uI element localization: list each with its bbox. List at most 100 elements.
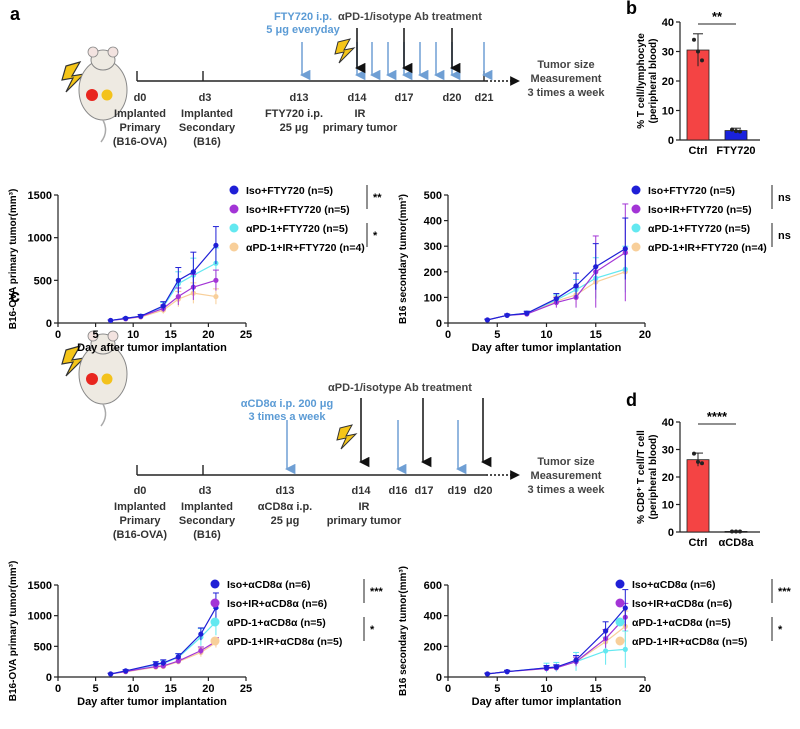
- data-point: [198, 648, 204, 654]
- desc-line: IR: [355, 108, 366, 120]
- x-tick-label: 15: [590, 683, 602, 695]
- desc-line: αCD8α i.p.: [258, 501, 312, 513]
- x-tick-label: αCD8a: [719, 537, 755, 549]
- data-point: [738, 529, 742, 534]
- significance-label: ns: [778, 192, 791, 204]
- y-tick-label: 0: [668, 527, 674, 539]
- y-tick-label: 1500: [28, 580, 52, 592]
- day-d20: d20: [443, 92, 462, 104]
- legend-label: Iso+IR+αCD8α (n=6): [632, 598, 732, 610]
- measure-line: Measurement: [531, 470, 602, 482]
- data-point: [213, 277, 219, 283]
- y-tick-label: 40: [662, 417, 674, 429]
- bar-Ctrl: [686, 459, 710, 533]
- series-line: [487, 248, 626, 321]
- y-tick-label: 1000: [28, 233, 52, 245]
- y-axis-label: % CD8⁺ T cell/T cell: [636, 430, 647, 524]
- data-point: [153, 661, 159, 667]
- panel-letter-d: d: [626, 390, 637, 410]
- legend-label: αPD-1+IR+αCD8α (n=5): [227, 636, 342, 648]
- series: [484, 589, 629, 677]
- fty-dose: 5 μg everyday: [266, 24, 340, 36]
- cd8-label: αCD8α i.p. 200 μg: [241, 398, 333, 410]
- desc-line: 25 μg: [271, 515, 300, 527]
- y-tick-label: 0: [46, 672, 52, 684]
- x-axis-label: Day after tumor implantation: [77, 342, 227, 354]
- desc-line: Secondary: [179, 515, 236, 527]
- panel-letter-a: a: [10, 4, 21, 24]
- legend-marker: [229, 204, 239, 214]
- legend-marker: [615, 579, 625, 589]
- legend-marker: [210, 598, 220, 608]
- y-tick-label: 20: [662, 472, 674, 484]
- data-point: [593, 264, 599, 270]
- legend-label: αPD-1+FTY720 (n=5): [246, 223, 348, 235]
- x-tick-label: 25: [240, 329, 252, 341]
- data-point: [603, 648, 609, 654]
- x-tick-label: 0: [55, 683, 61, 695]
- x-tick-label: 5: [494, 683, 500, 695]
- y-tick-label: 200: [424, 267, 442, 279]
- x-tick-label: Ctrl: [689, 145, 708, 157]
- panel-letter-b: b: [626, 0, 637, 18]
- y-tick-label: 1500: [28, 190, 52, 202]
- day-d3: d3: [199, 92, 212, 104]
- desc-line: Implanted: [114, 108, 166, 120]
- y-tick-label: 30: [662, 47, 674, 59]
- data-point: [553, 296, 559, 302]
- chart-d: d 0 10 20 30 40 % CD8⁺ T cell/T cell (periphera…: [626, 390, 760, 549]
- data-point: [175, 658, 181, 664]
- legend-marker: [229, 242, 239, 252]
- data-point: [730, 127, 734, 132]
- legend-label: Iso+IR+αCD8α (n=6): [227, 598, 327, 610]
- y-tick-label: 0: [436, 318, 442, 330]
- chart-c1: 0 500 1000 1500 0 5 10 15 20 25 Day after tumor im…: [8, 561, 384, 708]
- significance-label: **: [712, 9, 723, 24]
- x-tick-label: 5: [494, 329, 500, 341]
- y-tick-label: 0: [436, 672, 442, 684]
- x-tick-label: 5: [93, 329, 99, 341]
- x-tick-label: 10: [540, 329, 552, 341]
- x-tick-label: 0: [445, 683, 451, 695]
- x-tick-label: 10: [127, 329, 139, 341]
- legend-label: αPD-1+IR+FTY720 (n=4): [246, 242, 365, 254]
- lightning-icon: [61, 61, 86, 93]
- measure-line: Tumor size: [537, 59, 594, 71]
- x-tick-label: 15: [165, 329, 177, 341]
- data-point: [138, 313, 144, 319]
- x-tick-label: 15: [165, 683, 177, 695]
- y-tick-label: 400: [424, 216, 442, 228]
- data-point: [108, 317, 114, 324]
- lightning-icon: [61, 345, 86, 377]
- legend: Iso+αCD8α (n=6) Iso+IR+αCD8α (n=6) αPD-1+α…: [615, 579, 792, 648]
- desc-line: (B16-OVA): [113, 529, 168, 541]
- legend: Iso+FTY720 (n=5) Iso+IR+FTY720 (n=5) αPD-1…: [229, 185, 382, 254]
- chart-b: b 0 10 20 30 40 % T cell/lymphocyte (peripheral…: [626, 0, 760, 157]
- panel-c-timeline: c αCD8α i.p. 200 μg 3 times a week αP: [10, 286, 605, 541]
- day-d13: d13: [290, 92, 309, 104]
- x-tick-label: Ctrl: [689, 537, 708, 549]
- day-d14: d14: [352, 485, 372, 497]
- legend-marker: [631, 204, 641, 214]
- data-point: [160, 660, 166, 666]
- data-point: [123, 315, 129, 321]
- x-tick-label: 0: [55, 329, 61, 341]
- x-axis-label: Day after tumor implantation: [472, 342, 622, 354]
- data-point: [484, 317, 490, 323]
- legend-label: Iso+IR+FTY720 (n=5): [648, 204, 752, 216]
- data-point: [734, 529, 738, 534]
- y-axis-label: (peripheral blood): [648, 435, 659, 520]
- desc-line: primary tumor: [327, 515, 402, 527]
- legend-marker: [631, 242, 641, 252]
- desc-line: Secondary: [179, 122, 236, 134]
- ab-label: αPD-1/isotype Ab treatment: [338, 11, 482, 23]
- legend-marker: [229, 185, 239, 195]
- series: [107, 269, 219, 324]
- y-tick-label: 0: [46, 318, 52, 330]
- day-d3: d3: [199, 485, 212, 497]
- x-tick-label: 20: [202, 683, 214, 695]
- data-point: [730, 529, 734, 534]
- desc-line: primary tumor: [323, 122, 398, 134]
- x-tick-label: 0: [445, 329, 451, 341]
- data-point: [543, 665, 550, 671]
